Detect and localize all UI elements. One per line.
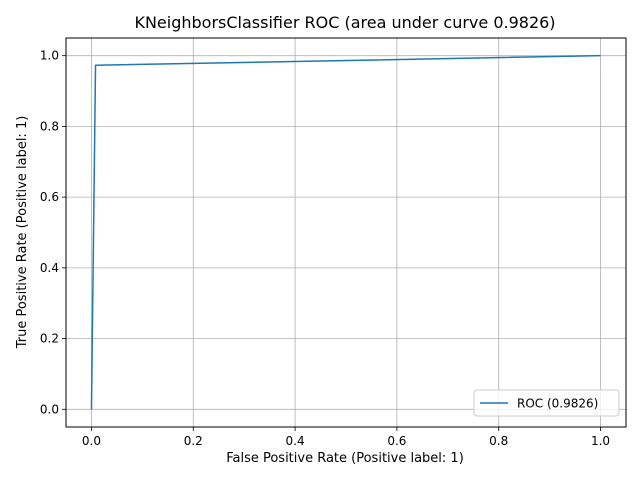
y-tick-label: 0.6 (40, 190, 59, 204)
legend: ROC (0.9826) (473, 389, 620, 417)
x-tick-label: 0.6 (387, 434, 406, 448)
y-tick-label: 1.0 (40, 49, 59, 63)
chart-title: KNeighborsClassifier ROC (area under cur… (134, 13, 555, 32)
y-tick-label: 0.8 (40, 119, 59, 133)
x-tick-label: 1.0 (591, 434, 610, 448)
y-tick-label: 0.0 (40, 402, 59, 416)
y-axis-label: True Positive Rate (Positive label: 1) (15, 116, 30, 350)
series-layer (90, 54, 601, 410)
y-tick-label: 0.4 (40, 261, 59, 275)
y-axis-ticks: 0.0 0.2 0.4 0.6 0.8 1.0 (40, 49, 66, 416)
legend-label: ROC (0.9826) (517, 397, 598, 411)
x-axis-label: False Positive Rate (Positive label: 1) (226, 451, 464, 466)
y-tick-label: 0.2 (40, 332, 59, 346)
roc-curve-line (90, 54, 601, 410)
x-tick-label: 0.4 (286, 434, 305, 448)
grid (66, 38, 626, 427)
x-tick-label: 0.2 (184, 434, 203, 448)
legend-box (473, 389, 620, 417)
plot-frame (65, 37, 627, 428)
x-tick-label: 0.0 (82, 434, 101, 448)
x-axis-ticks: 0.0 0.2 0.4 0.6 0.8 1.0 (82, 427, 610, 448)
x-tick-label: 0.8 (489, 434, 508, 448)
